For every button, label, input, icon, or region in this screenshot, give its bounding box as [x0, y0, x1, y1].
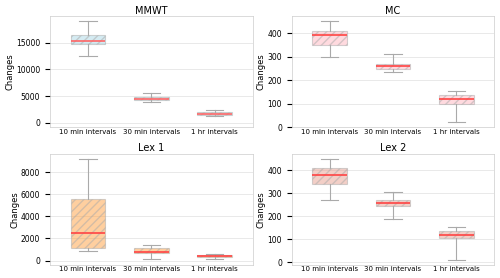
PathPatch shape — [439, 95, 474, 104]
PathPatch shape — [376, 64, 410, 69]
Y-axis label: Changes: Changes — [10, 191, 20, 228]
PathPatch shape — [70, 199, 106, 249]
Y-axis label: Changes: Changes — [257, 191, 266, 228]
PathPatch shape — [198, 111, 232, 115]
PathPatch shape — [312, 168, 347, 184]
PathPatch shape — [439, 231, 474, 238]
PathPatch shape — [134, 96, 169, 100]
Title: Lex 2: Lex 2 — [380, 143, 406, 153]
Title: Lex 1: Lex 1 — [138, 143, 164, 153]
Y-axis label: Changes: Changes — [6, 53, 15, 90]
PathPatch shape — [198, 255, 232, 257]
PathPatch shape — [70, 35, 106, 44]
PathPatch shape — [376, 200, 410, 206]
Y-axis label: Changes: Changes — [257, 53, 266, 90]
PathPatch shape — [134, 249, 169, 253]
Title: MMWT: MMWT — [135, 6, 168, 16]
Title: MC: MC — [386, 6, 400, 16]
PathPatch shape — [312, 31, 347, 45]
